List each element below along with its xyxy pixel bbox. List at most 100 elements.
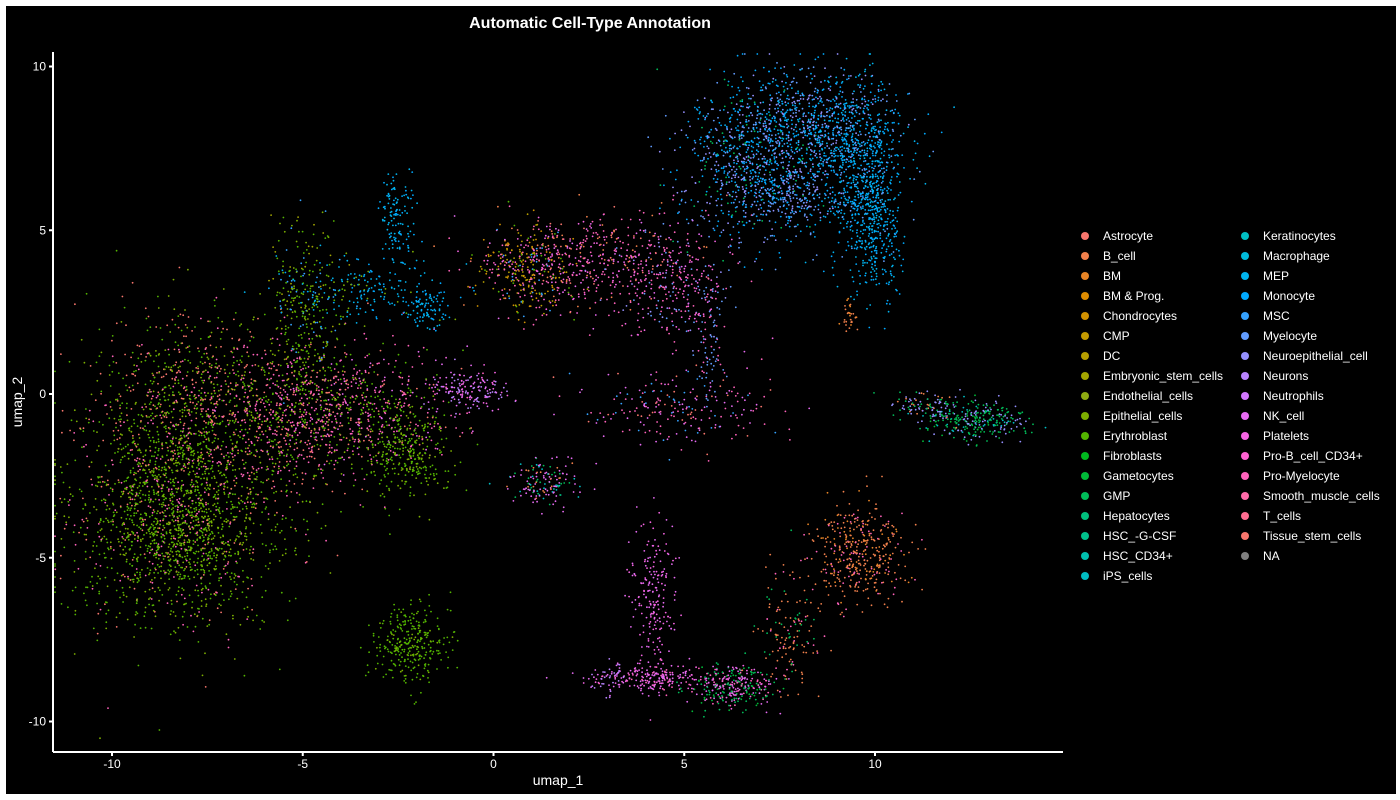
cell-point — [311, 245, 314, 248]
cell-point — [200, 456, 202, 459]
cell-point — [349, 432, 352, 435]
cell-point — [375, 407, 378, 410]
cell-point — [426, 438, 429, 441]
cell-point — [461, 393, 464, 395]
cell-point — [295, 438, 298, 441]
cell-point — [441, 300, 444, 303]
cell-point — [144, 307, 147, 310]
cell-point — [195, 407, 198, 410]
cell-point — [282, 397, 285, 400]
cell-point — [431, 309, 434, 312]
cell-point — [320, 327, 323, 330]
cell-point — [391, 459, 393, 462]
cell-point — [156, 426, 159, 428]
cell-point — [294, 393, 297, 396]
cell-point — [156, 520, 159, 522]
cell-point — [274, 354, 276, 357]
cell-point — [241, 475, 244, 478]
cell-point — [95, 508, 98, 511]
cell-point — [301, 389, 304, 392]
cell-point — [388, 424, 390, 427]
cell-point — [224, 372, 227, 374]
cell-point — [423, 429, 425, 432]
cell-point — [425, 448, 427, 451]
cell-point — [200, 448, 203, 450]
cell-point — [94, 498, 97, 500]
cell-point — [293, 411, 296, 414]
cell-point — [153, 527, 156, 529]
cell-point — [167, 559, 170, 562]
cell-point — [235, 441, 238, 444]
cell-point — [224, 432, 227, 434]
cell-point — [261, 511, 263, 514]
cell-point — [196, 573, 199, 576]
cell-point — [302, 324, 304, 326]
cell-point — [415, 465, 418, 468]
cell-point — [196, 489, 199, 491]
cell-point — [130, 492, 133, 495]
cell-point — [94, 567, 96, 570]
cell-point — [369, 430, 372, 433]
cell-point — [283, 230, 286, 233]
cell-point — [392, 419, 395, 422]
cell-point — [184, 555, 186, 558]
cell-point — [147, 352, 150, 354]
cell-point — [112, 523, 114, 526]
cell-point — [180, 547, 183, 550]
cell-point — [201, 453, 204, 456]
cell-point — [348, 439, 351, 442]
cell-point — [202, 536, 205, 539]
cell-point — [161, 552, 164, 555]
cell-point — [137, 556, 139, 559]
cell-point — [54, 479, 56, 482]
cell-point — [99, 519, 102, 522]
cell-point — [408, 168, 411, 171]
cell-point — [90, 478, 93, 481]
cell-point — [288, 443, 291, 446]
cell-point — [319, 444, 322, 447]
cell-point — [361, 381, 364, 384]
cell-point — [123, 575, 126, 578]
cell-point — [308, 402, 310, 405]
cell-point — [301, 283, 304, 285]
cell-point — [367, 448, 370, 451]
cell-point — [96, 431, 98, 433]
cell-point — [353, 445, 355, 447]
cell-point — [170, 508, 173, 511]
cell-point — [191, 465, 194, 468]
cell-point — [225, 633, 228, 636]
cell-point — [135, 472, 137, 475]
cell-point — [174, 341, 177, 344]
cell-point — [167, 459, 170, 461]
cell-point — [247, 453, 249, 456]
cell-point — [367, 434, 370, 437]
cell-point — [54, 459, 56, 461]
cell-point — [247, 615, 250, 618]
cell-point — [323, 356, 326, 359]
cell-point — [178, 348, 180, 351]
cell-point — [356, 447, 359, 450]
cell-point — [182, 500, 185, 503]
cell-point — [338, 388, 341, 391]
cell-point — [260, 439, 263, 441]
cell-point — [169, 558, 172, 561]
cell-point — [444, 314, 447, 317]
cell-point — [185, 566, 188, 568]
cell-point — [137, 465, 140, 468]
cell-point — [436, 374, 438, 376]
cell-point — [331, 404, 333, 406]
cell-point — [79, 526, 82, 529]
cell-point — [327, 399, 330, 401]
cell-point — [132, 467, 135, 469]
cell-point — [200, 402, 203, 405]
cell-point — [283, 437, 285, 440]
cell-point — [354, 438, 357, 441]
cell-point — [271, 469, 274, 472]
cell-point — [423, 403, 425, 405]
cell-point — [421, 454, 424, 457]
cell-point — [171, 491, 173, 493]
cell-point — [206, 530, 208, 532]
cell-point — [209, 460, 211, 462]
cell-point — [189, 531, 192, 534]
cell-point — [155, 556, 158, 559]
